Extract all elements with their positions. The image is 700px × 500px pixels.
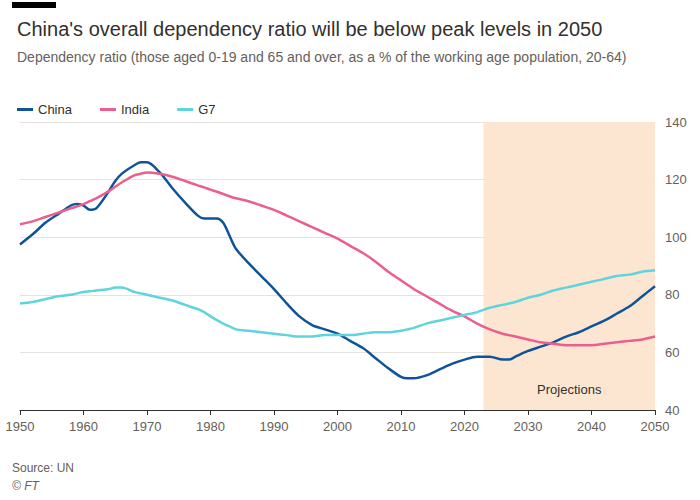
svg-text:Dependency ratio (those aged 0: Dependency ratio (those aged 0-19 and 65… bbox=[17, 49, 626, 65]
svg-text:G7: G7 bbox=[198, 102, 215, 117]
svg-text:60: 60 bbox=[665, 345, 679, 360]
svg-text:2030: 2030 bbox=[514, 419, 543, 434]
svg-text:1950: 1950 bbox=[6, 419, 35, 434]
svg-text:India: India bbox=[121, 102, 150, 117]
svg-text:Source: UN: Source: UN bbox=[12, 461, 74, 475]
svg-text:1990: 1990 bbox=[260, 419, 289, 434]
svg-text:Projections: Projections bbox=[537, 382, 602, 397]
svg-text:140: 140 bbox=[665, 115, 687, 130]
svg-text:© FT: © FT bbox=[12, 479, 41, 493]
svg-text:2000: 2000 bbox=[323, 419, 352, 434]
svg-text:China: China bbox=[38, 102, 73, 117]
svg-text:China's overall dependency rat: China's overall dependency ratio will be… bbox=[17, 18, 602, 40]
svg-text:1970: 1970 bbox=[133, 419, 162, 434]
svg-text:2020: 2020 bbox=[450, 419, 479, 434]
svg-text:80: 80 bbox=[665, 287, 679, 302]
svg-text:1980: 1980 bbox=[196, 419, 225, 434]
svg-text:100: 100 bbox=[665, 230, 687, 245]
svg-text:2010: 2010 bbox=[387, 419, 416, 434]
svg-text:2050: 2050 bbox=[641, 419, 670, 434]
svg-text:120: 120 bbox=[665, 172, 687, 187]
svg-text:1960: 1960 bbox=[69, 419, 98, 434]
svg-text:2040: 2040 bbox=[577, 419, 606, 434]
svg-text:40: 40 bbox=[665, 403, 679, 418]
